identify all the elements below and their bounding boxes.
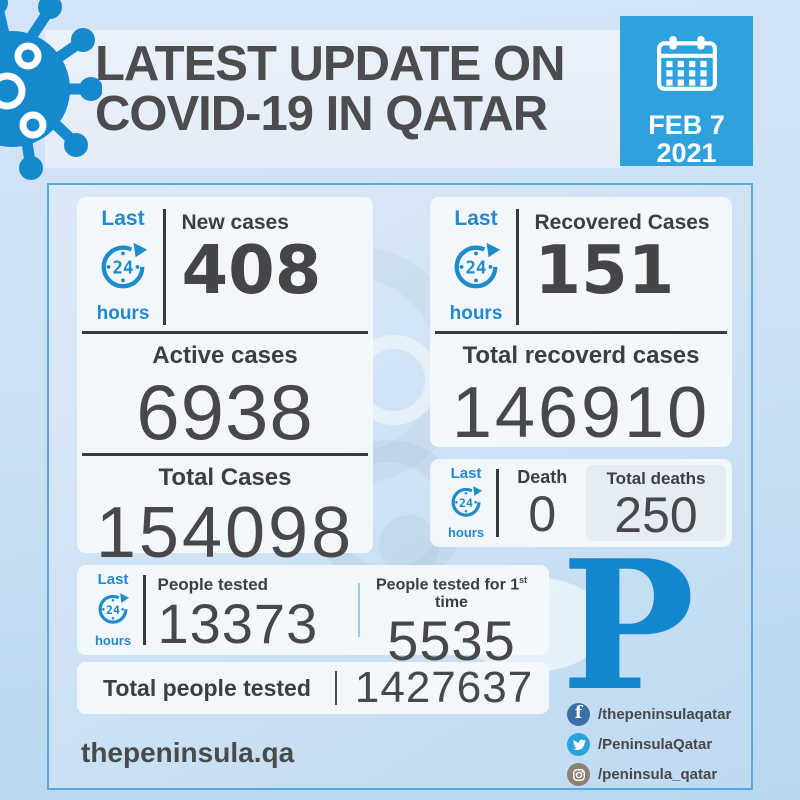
clock-24-icon: 24 (96, 238, 150, 297)
total-deaths-section: Total deaths 250 (586, 465, 726, 541)
date-line-1: FEB 7 (648, 110, 725, 140)
total-people-tested-value: 1427637 (354, 662, 534, 712)
divider (357, 583, 360, 637)
total-recovered-value: 146910 (451, 372, 711, 453)
recovered-cases-section: Last 24 hours Recovered Cases (430, 197, 732, 331)
divider (496, 469, 499, 537)
last-24-hours-badge: Last 24 hours (436, 463, 496, 543)
clock-24-icon: 24 (448, 483, 484, 524)
total-people-tested-label: Total people tested (103, 674, 311, 701)
death-section: Death 0 (499, 463, 587, 543)
recovered-cases-label: Recovered Cases (534, 211, 710, 234)
date-box: FEB 7 2021 (620, 16, 753, 168)
people-tested-label: People tested (157, 575, 269, 594)
facebook-icon: f (567, 703, 590, 726)
instagram-handle: /peninsula_qatar (598, 766, 718, 783)
main-panel: Last 24 hours New cases (47, 183, 753, 790)
total-recovered-label: Total recoverd cases (462, 341, 700, 369)
badge-hours-label: hours (449, 303, 503, 324)
divider (143, 575, 146, 645)
website-url: thepeninsula.qa (81, 737, 295, 768)
clock-24-icon: 24 (449, 238, 503, 297)
badge-last-label: Last (97, 571, 129, 588)
death-value: 0 (528, 486, 557, 542)
title-line-2: COVID-19 IN QATAR (95, 86, 548, 141)
facebook-row: f /thepeninsulaqatar (567, 703, 731, 726)
page-title: LATEST UPDATE ON COVID-19 IN QATAR (95, 37, 565, 141)
total-cases-label: Total Cases (158, 463, 292, 491)
people-tested-first-value: 5535 (387, 609, 516, 673)
twitter-row: /PeninsulaQatar (567, 733, 731, 756)
calendar-icon (656, 34, 718, 97)
last-24-hours-badge: Last 24 hours (436, 203, 516, 331)
last-24-hours-badge: Last 24 hours (83, 569, 143, 651)
active-cases-section: Active cases 6938 (77, 334, 373, 454)
badge-last-label: Last (454, 207, 498, 230)
divider (435, 331, 727, 334)
active-cases-value: 6938 (136, 367, 314, 456)
badge-last-label: Last (101, 207, 145, 230)
date-text: FEB 7 2021 (648, 111, 725, 168)
badge-last-label: Last (450, 465, 482, 482)
divider (334, 671, 337, 705)
badge-hours-label: hours (447, 525, 485, 540)
death-label: Death (517, 467, 568, 487)
total-recovered-section: Total recoverd cases 146910 (430, 334, 732, 452)
instagram-row: /peninsula_qatar (567, 763, 731, 786)
title-line-1: LATEST UPDATE ON (95, 37, 565, 91)
people-tested-first-section: People tested for 1st time 5535 (360, 569, 543, 670)
new-cases-value: 408 (181, 231, 322, 309)
total-deaths-label: Total deaths (606, 469, 706, 488)
clock-24-icon: 24 (95, 590, 131, 631)
cases-card: Last 24 hours New cases (77, 197, 373, 570)
peninsula-logo: P (561, 521, 695, 730)
deaths-card: Last 24 hours Death 0 Total deaths (430, 459, 732, 547)
twitter-icon (567, 733, 590, 756)
total-cases-section: Total Cases 154098 (77, 456, 373, 572)
badge-hours-label: hours (94, 633, 132, 648)
twitter-handle: /PeninsulaQatar (598, 736, 713, 753)
divider (82, 331, 368, 334)
social-links: f /thepeninsulaqatar /PeninsulaQatar /pe… (567, 703, 731, 786)
svg-text:24: 24 (106, 603, 120, 617)
badge-hours-label: hours (96, 303, 150, 324)
recovered-card: Last 24 hours Recovered Cases (430, 197, 732, 450)
last-24-hours-badge: Last 24 hours (83, 203, 163, 331)
people-tested-section: People tested 13373 (146, 569, 358, 655)
new-cases-label: New cases (181, 211, 289, 234)
active-cases-label: Active cases (152, 341, 298, 369)
total-deaths-value: 250 (614, 487, 698, 543)
header-strip (45, 30, 622, 168)
people-tested-card: Last 24 hours People tested 13373 (77, 565, 549, 670)
svg-text:24: 24 (113, 258, 134, 278)
facebook-handle: /thepeninsulaqatar (598, 706, 732, 723)
instagram-icon (567, 763, 590, 786)
divider (516, 209, 519, 325)
divider (82, 453, 368, 456)
date-line-2: 2021 (656, 138, 717, 169)
total-people-tested-card: Total people tested 1427637 (77, 662, 549, 714)
coronavirus-icon (0, 0, 103, 187)
svg-text:24: 24 (459, 496, 473, 510)
new-cases-section: Last 24 hours New cases (77, 197, 373, 331)
people-tested-value: 13373 (157, 592, 319, 655)
svg-text:24: 24 (466, 258, 487, 278)
total-cases-value: 154098 (95, 492, 355, 573)
divider (163, 209, 166, 325)
people-tested-first-label: People tested for 1st time (376, 575, 527, 612)
recovered-cases-value: 151 (534, 231, 675, 309)
